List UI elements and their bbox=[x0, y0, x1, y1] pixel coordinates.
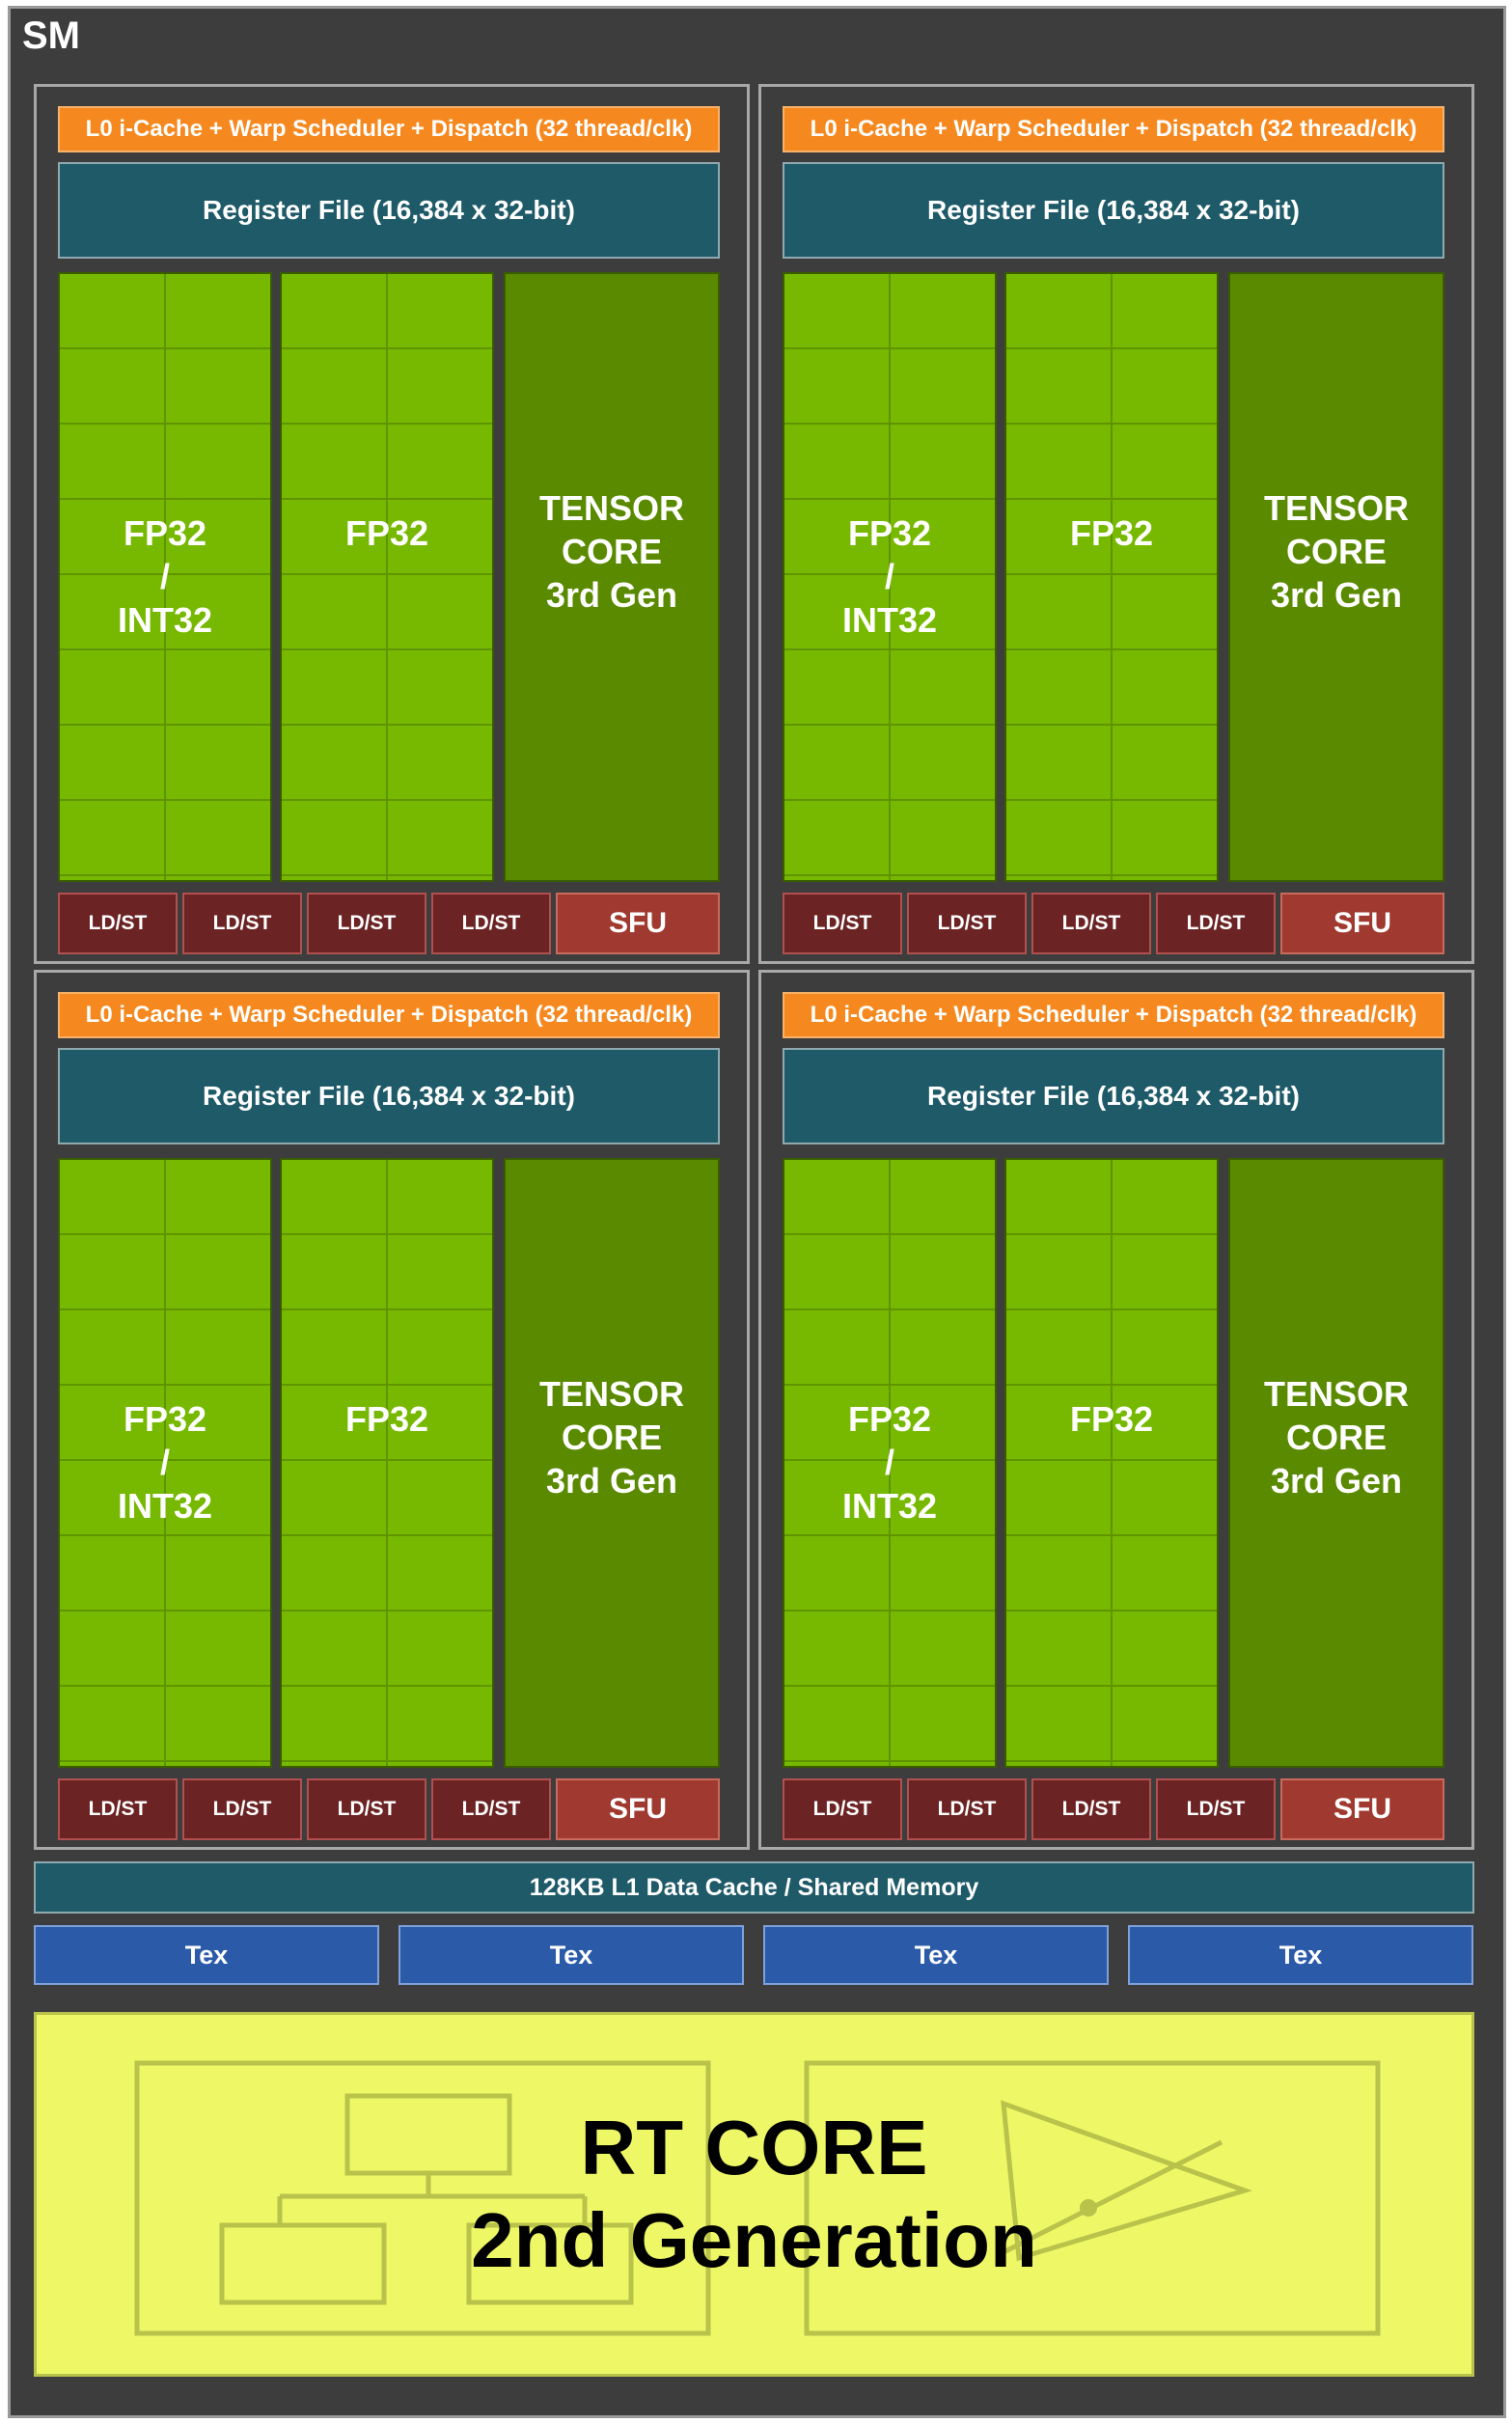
tensor-core: TENSOR CORE 3rd Gen bbox=[1228, 1158, 1444, 1768]
rt-core-title-line2: 2nd Generation bbox=[471, 2197, 1037, 2283]
fp32-core: FP32 bbox=[1004, 1158, 1219, 1768]
warp-scheduler: L0 i-Cache + Warp Scheduler + Dispatch (… bbox=[58, 992, 720, 1038]
fp32-int32-core: FP32 / INT32 bbox=[783, 272, 997, 882]
core-label-line: / bbox=[884, 1443, 894, 1482]
processing-block-1: L0 i-Cache + Warp Scheduler + Dispatch (… bbox=[34, 84, 750, 964]
sm-block: SM L0 i-Cache + Warp Scheduler + Dispatc… bbox=[8, 6, 1506, 2418]
ldst-unit: LD/ST bbox=[58, 893, 178, 954]
ldst-unit: LD/ST bbox=[307, 893, 426, 954]
tensor-label-line: 3rd Gen bbox=[545, 575, 678, 615]
ldst-unit: LD/ST bbox=[907, 1778, 1027, 1840]
core-label-line: / bbox=[884, 557, 894, 596]
rt-core-title: RT CORE 2nd Generation bbox=[37, 2102, 1471, 2287]
core-label-line: FP32 bbox=[847, 513, 932, 553]
ldst-unit: LD/ST bbox=[1031, 893, 1151, 954]
rt-core: RT CORE 2nd Generation bbox=[34, 2012, 1474, 2377]
triangle-box-outline bbox=[804, 2060, 1381, 2336]
tensor-label-line: CORE bbox=[561, 532, 662, 571]
fp32-core: FP32 bbox=[1004, 272, 1219, 882]
tensor-core: TENSOR CORE 3rd Gen bbox=[504, 272, 720, 882]
core-label-line: / bbox=[159, 1443, 170, 1482]
warp-scheduler: L0 i-Cache + Warp Scheduler + Dispatch (… bbox=[783, 992, 1444, 1038]
sfu-unit: SFU bbox=[556, 1778, 720, 1840]
tensor-core: TENSOR CORE 3rd Gen bbox=[1228, 272, 1444, 882]
bvh-right-node bbox=[466, 2222, 634, 2305]
processing-block-4: L0 i-Cache + Warp Scheduler + Dispatch (… bbox=[758, 970, 1474, 1850]
tensor-label-line: CORE bbox=[561, 1418, 662, 1457]
tex-unit: Tex bbox=[1128, 1925, 1473, 1985]
core-label-line: INT32 bbox=[841, 1486, 938, 1526]
triangle-shape bbox=[1001, 2100, 1252, 2262]
fp32-core: FP32 bbox=[280, 1158, 494, 1768]
register-file: Register File (16,384 x 32-bit) bbox=[783, 1048, 1444, 1144]
tex-unit: Tex bbox=[34, 1925, 379, 1985]
tensor-label-line: CORE bbox=[1285, 532, 1387, 571]
ray-hit-point bbox=[1080, 2199, 1097, 2217]
rt-core-illustration bbox=[134, 2060, 1381, 2336]
ldst-unit: LD/ST bbox=[307, 1778, 426, 1840]
ldst-unit: LD/ST bbox=[907, 893, 1027, 954]
core-label-line: INT32 bbox=[117, 600, 213, 640]
ldst-unit: LD/ST bbox=[182, 1778, 302, 1840]
core-label-line: FP32 bbox=[344, 1399, 429, 1439]
core-label-line: FP32 bbox=[847, 1399, 932, 1439]
core-label-line: FP32 bbox=[1069, 1399, 1154, 1439]
fp32-int32-core: FP32 / INT32 bbox=[58, 272, 272, 882]
register-file: Register File (16,384 x 32-bit) bbox=[783, 162, 1444, 259]
register-file: Register File (16,384 x 32-bit) bbox=[58, 1048, 720, 1144]
l1-data-cache: 128KB L1 Data Cache / Shared Memory bbox=[34, 1861, 1474, 1914]
ldst-unit: LD/ST bbox=[1156, 1778, 1276, 1840]
ldst-unit: LD/ST bbox=[58, 1778, 178, 1840]
sfu-unit: SFU bbox=[1280, 893, 1444, 954]
core-label-line: FP32 bbox=[123, 513, 207, 553]
ldst-unit: LD/ST bbox=[783, 893, 902, 954]
tex-unit: Tex bbox=[399, 1925, 744, 1985]
rt-core-title-line1: RT CORE bbox=[580, 2105, 928, 2190]
sm-title: SM bbox=[22, 14, 80, 57]
ldst-unit: LD/ST bbox=[431, 893, 551, 954]
core-label-line: FP32 bbox=[1069, 513, 1154, 553]
fp32-core: FP32 bbox=[280, 272, 494, 882]
bvh-box-outline bbox=[134, 2060, 711, 2336]
tensor-label-line: TENSOR bbox=[538, 488, 684, 528]
core-label-line: FP32 bbox=[123, 1399, 207, 1439]
tex-unit: Tex bbox=[763, 1925, 1109, 1985]
sfu-unit: SFU bbox=[556, 893, 720, 954]
fp32-int32-core: FP32 / INT32 bbox=[58, 1158, 272, 1768]
tensor-core: TENSOR CORE 3rd Gen bbox=[504, 1158, 720, 1768]
core-label-line: FP32 bbox=[344, 513, 429, 553]
sfu-unit: SFU bbox=[1280, 1778, 1444, 1840]
bvh-left-node bbox=[219, 2222, 387, 2305]
tensor-label-line: CORE bbox=[1285, 1418, 1387, 1457]
ldst-unit: LD/ST bbox=[1156, 893, 1276, 954]
fp32-int32-core: FP32 / INT32 bbox=[783, 1158, 997, 1768]
tensor-label-line: TENSOR bbox=[1263, 1374, 1409, 1414]
tensor-label-line: TENSOR bbox=[538, 1374, 684, 1414]
tensor-label-line: 3rd Gen bbox=[1270, 1461, 1403, 1501]
warp-scheduler: L0 i-Cache + Warp Scheduler + Dispatch (… bbox=[58, 106, 720, 152]
processing-block-2: L0 i-Cache + Warp Scheduler + Dispatch (… bbox=[758, 84, 1474, 964]
ldst-unit: LD/ST bbox=[783, 1778, 902, 1840]
ray-line bbox=[1002, 2139, 1223, 2255]
warp-scheduler: L0 i-Cache + Warp Scheduler + Dispatch (… bbox=[783, 106, 1444, 152]
register-file: Register File (16,384 x 32-bit) bbox=[58, 162, 720, 259]
tensor-label-line: 3rd Gen bbox=[1270, 575, 1403, 615]
ldst-unit: LD/ST bbox=[1031, 1778, 1151, 1840]
ldst-unit: LD/ST bbox=[182, 893, 302, 954]
tensor-label-line: TENSOR bbox=[1263, 488, 1409, 528]
core-label-line: / bbox=[159, 557, 170, 596]
core-label-line: INT32 bbox=[117, 1486, 213, 1526]
core-label-line: INT32 bbox=[841, 600, 938, 640]
tensor-label-line: 3rd Gen bbox=[545, 1461, 678, 1501]
ldst-unit: LD/ST bbox=[431, 1778, 551, 1840]
processing-block-3: L0 i-Cache + Warp Scheduler + Dispatch (… bbox=[34, 970, 750, 1850]
